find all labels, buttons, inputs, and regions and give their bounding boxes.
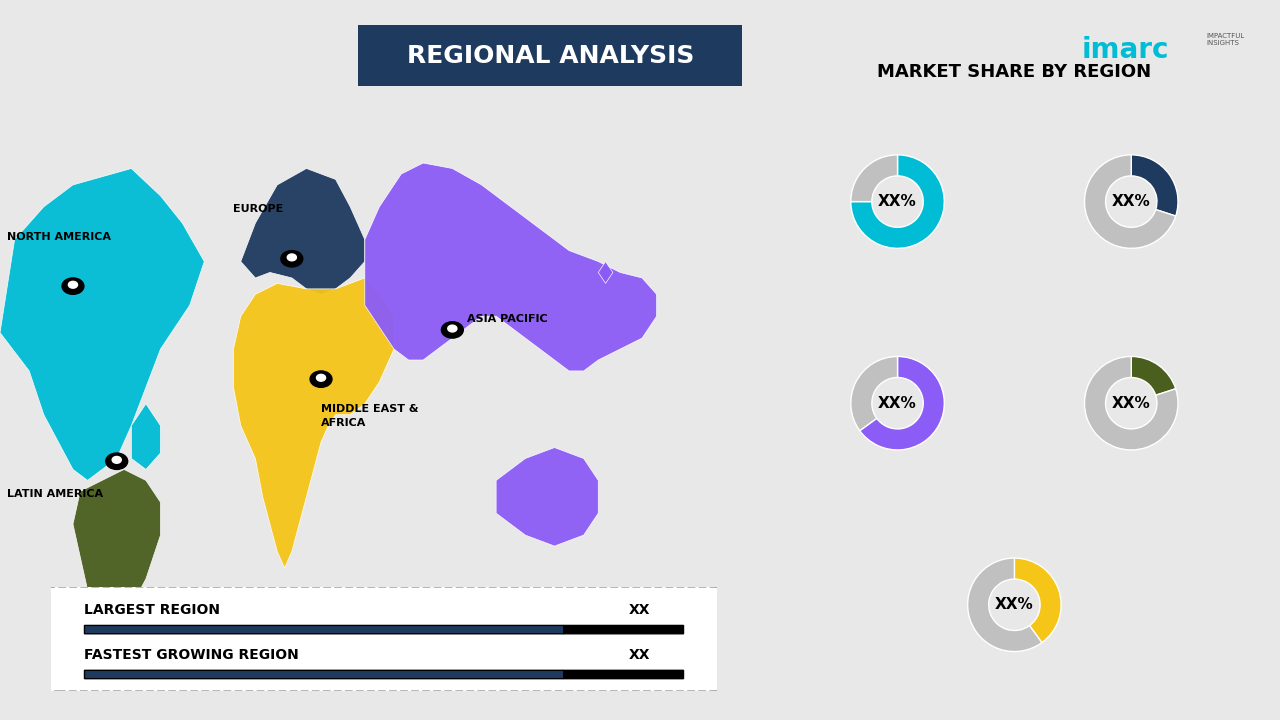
- Polygon shape: [365, 163, 657, 371]
- Circle shape: [448, 325, 457, 332]
- Polygon shape: [132, 404, 160, 469]
- Wedge shape: [851, 155, 945, 248]
- Wedge shape: [860, 356, 945, 450]
- Circle shape: [316, 374, 325, 381]
- Circle shape: [287, 254, 297, 261]
- Wedge shape: [1084, 155, 1176, 248]
- Wedge shape: [1132, 155, 1178, 216]
- Wedge shape: [1084, 356, 1178, 450]
- Wedge shape: [1014, 558, 1061, 643]
- Polygon shape: [314, 383, 328, 387]
- Circle shape: [113, 456, 122, 463]
- Text: IMPACTFUL
INSIGHTS: IMPACTFUL INSIGHTS: [1207, 33, 1244, 46]
- Polygon shape: [241, 168, 365, 294]
- Text: XX: XX: [628, 603, 650, 617]
- Text: FASTEST GROWING REGION: FASTEST GROWING REGION: [84, 648, 300, 662]
- Polygon shape: [0, 168, 205, 480]
- Polygon shape: [497, 448, 598, 546]
- Wedge shape: [968, 558, 1042, 652]
- Text: EUROPE: EUROPE: [233, 204, 284, 215]
- Circle shape: [61, 278, 84, 294]
- FancyBboxPatch shape: [45, 587, 723, 691]
- Polygon shape: [73, 469, 160, 623]
- FancyBboxPatch shape: [84, 670, 563, 679]
- Polygon shape: [109, 465, 124, 469]
- Text: XX%: XX%: [1112, 194, 1151, 209]
- Text: XX%: XX%: [1112, 396, 1151, 410]
- Circle shape: [68, 282, 78, 288]
- FancyBboxPatch shape: [84, 626, 563, 634]
- Text: XX%: XX%: [878, 194, 916, 209]
- Text: XX%: XX%: [995, 598, 1034, 612]
- Circle shape: [310, 371, 332, 387]
- Wedge shape: [851, 356, 897, 431]
- Text: XX%: XX%: [878, 396, 916, 410]
- Circle shape: [442, 322, 463, 338]
- Polygon shape: [598, 261, 613, 284]
- Circle shape: [280, 251, 303, 267]
- Text: LATIN AMERICA: LATIN AMERICA: [8, 489, 104, 499]
- Polygon shape: [284, 263, 300, 267]
- Text: NORTH AMERICA: NORTH AMERICA: [8, 232, 111, 242]
- Text: imarc: imarc: [1082, 37, 1169, 64]
- Polygon shape: [233, 278, 394, 568]
- Polygon shape: [65, 290, 81, 294]
- Text: LARGEST REGION: LARGEST REGION: [84, 603, 220, 617]
- Text: MIDDLE EAST &
AFRICA: MIDDLE EAST & AFRICA: [321, 405, 419, 428]
- Wedge shape: [851, 155, 897, 202]
- FancyBboxPatch shape: [563, 626, 684, 634]
- FancyBboxPatch shape: [563, 670, 684, 679]
- Text: XX: XX: [628, 648, 650, 662]
- Text: ASIA PACIFIC: ASIA PACIFIC: [467, 314, 548, 324]
- Text: MARKET SHARE BY REGION: MARKET SHARE BY REGION: [877, 63, 1152, 81]
- Polygon shape: [445, 334, 460, 338]
- Circle shape: [106, 453, 128, 469]
- Text: REGIONAL ANALYSIS: REGIONAL ANALYSIS: [407, 44, 694, 68]
- Wedge shape: [1132, 356, 1176, 395]
